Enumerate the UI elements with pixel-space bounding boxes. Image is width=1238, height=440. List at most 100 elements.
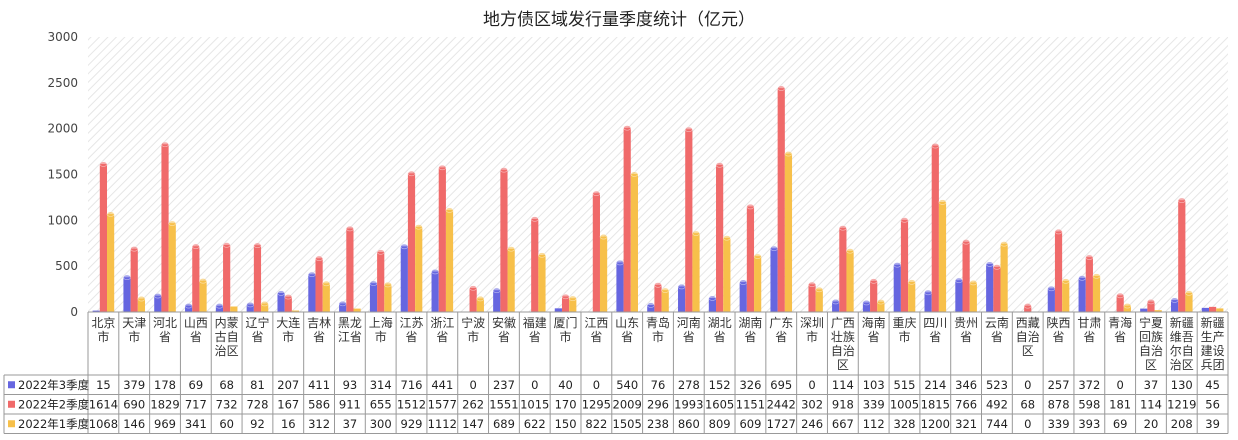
- category-label: 重庆市: [892, 316, 916, 344]
- bar: [277, 293, 285, 312]
- data-cell: 515: [894, 378, 916, 392]
- bar: [908, 281, 916, 312]
- data-cell: 326: [739, 378, 761, 392]
- bar: [230, 306, 238, 312]
- category-label: 四川省: [923, 316, 947, 344]
- category-label: 内蒙古自治区: [215, 316, 239, 358]
- category-label: 上海市: [369, 315, 393, 344]
- data-cell: 0: [808, 378, 815, 392]
- bar: [253, 245, 262, 312]
- bar: [137, 298, 146, 312]
- bar: [315, 258, 323, 312]
- bar-cap: [623, 125, 632, 131]
- bar: [938, 202, 947, 312]
- bar-cap: [123, 274, 131, 280]
- bar-cap: [838, 225, 847, 231]
- bar: [685, 129, 693, 312]
- y-tick-label: 500: [55, 259, 78, 273]
- bar-cap: [322, 280, 331, 287]
- data-cell: 1015: [520, 397, 549, 411]
- bar: [931, 145, 939, 312]
- legend-label: 2022年3季度: [18, 378, 90, 392]
- bar-cap: [831, 298, 840, 305]
- data-cell: 150: [555, 417, 577, 431]
- category-label: 云南省: [985, 315, 1009, 344]
- bar-cap: [99, 161, 108, 167]
- bar: [500, 169, 508, 312]
- bar: [561, 296, 570, 312]
- category-label: 吉林省: [307, 316, 331, 344]
- category-label: 河南省: [677, 315, 701, 344]
- bar-cap: [1116, 292, 1125, 299]
- bar: [1000, 243, 1008, 312]
- bar: [400, 246, 408, 312]
- data-cell: 16: [281, 417, 296, 431]
- bar-cap: [568, 295, 577, 301]
- bar: [369, 283, 378, 312]
- bar-cap: [599, 233, 608, 240]
- bar-cap: [492, 287, 501, 293]
- data-cell: 114: [1140, 397, 1162, 411]
- data-cell: 1815: [921, 397, 950, 411]
- bar-cap: [538, 252, 546, 258]
- data-cell: 152: [709, 378, 731, 392]
- bar: [185, 305, 193, 312]
- data-cell: 1993: [674, 397, 703, 411]
- category-label: 宁夏回族自治区: [1139, 315, 1163, 372]
- data-cell: 69: [1113, 417, 1128, 431]
- bar-cap: [345, 225, 354, 232]
- bar-cap: [784, 150, 793, 157]
- data-cell: 1551: [489, 397, 518, 411]
- bar-cap: [646, 302, 655, 308]
- bar: [339, 303, 347, 312]
- bar: [538, 254, 546, 312]
- bar: [661, 290, 669, 312]
- data-cell: 822: [585, 417, 607, 431]
- bar: [647, 305, 655, 312]
- plot-area: [88, 37, 1228, 312]
- category-label: 厦门市: [554, 315, 578, 344]
- bar: [1170, 300, 1179, 312]
- data-cell: 523: [986, 378, 1008, 392]
- bar-cap: [414, 224, 423, 230]
- legend-swatch: [8, 420, 15, 428]
- data-cell: 1068: [89, 417, 118, 431]
- data-cell: 246: [801, 417, 823, 431]
- bar: [377, 251, 385, 312]
- data-cell: 81: [250, 378, 265, 392]
- category-label: 天津市: [122, 316, 146, 344]
- y-tick-label: 2000: [47, 122, 78, 136]
- data-cell: 732: [216, 397, 238, 411]
- bar-cap: [222, 242, 231, 248]
- bar-cap: [955, 277, 963, 283]
- bar: [531, 218, 539, 312]
- data-cell: 492: [986, 397, 1008, 411]
- bar: [1116, 295, 1124, 312]
- bar-cap: [215, 303, 224, 309]
- bar-cap: [677, 283, 686, 290]
- bar: [1047, 288, 1055, 312]
- data-cell: 1295: [582, 397, 611, 411]
- data-cell: 609: [739, 417, 761, 431]
- bar: [415, 226, 423, 312]
- bar: [1054, 231, 1063, 312]
- bar: [407, 173, 416, 312]
- bar: [1185, 292, 1193, 312]
- bar: [986, 264, 994, 312]
- bar-cap: [469, 285, 478, 291]
- data-cell: 0: [469, 378, 476, 392]
- bar: [862, 302, 871, 312]
- bar-cap: [661, 287, 670, 293]
- bar-cap: [438, 164, 447, 171]
- bar-cap: [130, 246, 139, 252]
- category-label: 浙江省: [430, 316, 454, 344]
- bar: [1078, 277, 1086, 312]
- data-cell: 103: [863, 378, 885, 392]
- category-label: 山东省: [615, 316, 639, 344]
- bar-cap: [338, 300, 347, 307]
- data-cell: 372: [1078, 378, 1100, 392]
- bar-cap: [739, 279, 748, 285]
- category-label: 山西省: [184, 316, 208, 344]
- bar: [846, 250, 854, 312]
- bar: [1024, 305, 1032, 312]
